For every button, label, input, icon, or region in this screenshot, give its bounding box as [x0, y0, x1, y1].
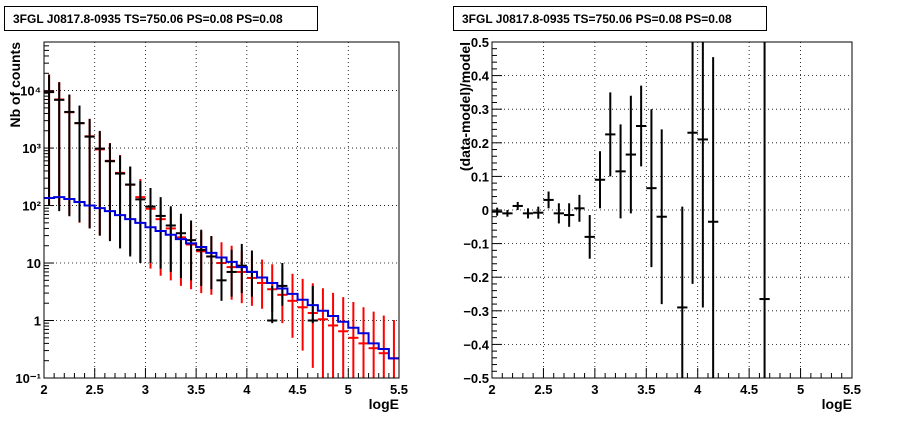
y-tick-label: 10² [22, 199, 41, 214]
x-tick-label: 5.5 [390, 382, 408, 397]
x-tick-label: 5.5 [843, 382, 861, 397]
x-tick-label: 3 [142, 382, 149, 397]
y-tick-label: −0.5 [463, 371, 489, 386]
y-tick-label: −0.2 [463, 270, 489, 285]
left-panel-title: 3FGL J0817.8-0935 TS=750.06 PS=0.08 PS=0… [4, 6, 318, 31]
x-tick-label: 4.5 [740, 382, 758, 397]
y-axis-title: (data-model)/model [457, 42, 473, 171]
x-tick-label: 2 [488, 382, 495, 397]
counts-plot: 2 2.5 3 3.5 4 4.5 5 5.5 10⁻¹ 1 10 10² 10³ 10⁴ logE Nb o… [7, 41, 408, 412]
x-tick-label: 4 [243, 382, 251, 397]
y-tick-label: 0.4 [471, 69, 490, 84]
right-panel-title: 3FGL J0817.8-0935 TS=750.06 PS=0.08 PS=0… [453, 6, 767, 31]
y-tick-label: 10 [27, 256, 41, 271]
x-tick-label: 4 [694, 382, 702, 397]
y-tick-label: 10⁴ [20, 84, 41, 99]
y-tick-label: 0.2 [471, 136, 489, 151]
y-axis-title: Nb of counts [7, 42, 23, 128]
y-tick-label: 10³ [22, 141, 41, 156]
y-tick-label: −0.3 [463, 304, 489, 319]
plot-frame [491, 41, 853, 379]
x-tick-label: 5 [797, 382, 804, 397]
y-tick-label: 0.3 [471, 102, 489, 117]
x-axis-title: logE [822, 396, 852, 412]
x-tick-label: 5 [345, 382, 352, 397]
x-tick-label: 2 [40, 382, 47, 397]
plot-frame [43, 41, 400, 379]
x-tick-label: 3.5 [637, 382, 655, 397]
x-tick-label: 4.5 [289, 382, 307, 397]
x-axis-title: logE [369, 396, 399, 412]
y-tick-label: −0.4 [463, 337, 489, 352]
y-tick-label: 10⁻¹ [15, 371, 41, 386]
y-tick-label: 0.5 [471, 35, 489, 50]
x-tick-label: 2.5 [86, 382, 104, 397]
y-tick-label: 0 [482, 203, 489, 218]
x-tick-label: 3.5 [187, 382, 205, 397]
x-tick-label: 3 [591, 382, 598, 397]
y-tick-label: 0.1 [471, 169, 489, 184]
residuals-plot: 2 2.5 3 3.5 4 4.5 5 5.5 −0.5 −0.4 −0.3 −0.2 −0.1 0 0.1… [457, 35, 861, 412]
y-tick-label: 1 [34, 314, 41, 329]
model-step-line [44, 196, 399, 360]
x-tick-label: 2.5 [534, 382, 552, 397]
y-tick-label: −0.1 [463, 237, 489, 252]
